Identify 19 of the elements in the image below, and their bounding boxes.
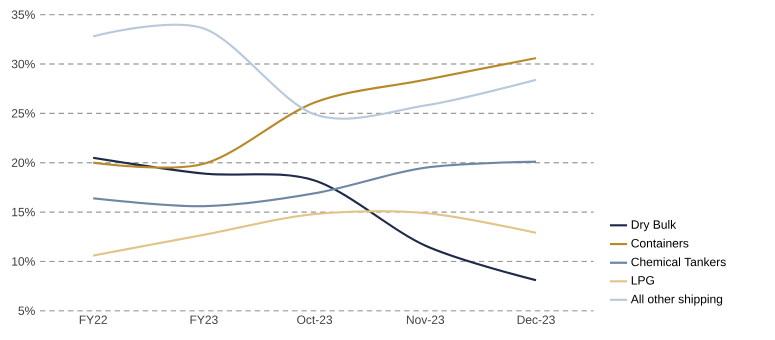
legend-label: Chemical Tankers bbox=[631, 257, 726, 266]
y-tick-label: 25% bbox=[12, 109, 35, 118]
line-series bbox=[92, 160, 538, 208]
x-tick-label: Dec-23 bbox=[518, 315, 555, 324]
legend-label: All other shipping bbox=[630, 294, 722, 306]
legend-label: LPG bbox=[632, 276, 654, 285]
y-tick-label: 5% bbox=[18, 306, 35, 315]
x-tick-label: Oct-23 bbox=[297, 315, 332, 324]
legend-label: Dry Bulk bbox=[632, 220, 676, 232]
y-tick-label: 20% bbox=[12, 158, 35, 167]
y-tick-label: 30% bbox=[12, 60, 35, 68]
legend-label: Containers bbox=[631, 238, 688, 248]
y-tick-label: 10% bbox=[12, 257, 35, 266]
line-series bbox=[92, 156, 538, 282]
x-tick-label: FY23 bbox=[190, 315, 218, 324]
x-tick-label: FY22 bbox=[80, 315, 107, 324]
y-tick-label: 15% bbox=[12, 208, 35, 216]
x-tick-label: Nov-23 bbox=[406, 315, 444, 324]
y-tick-label: 35% bbox=[12, 10, 35, 19]
